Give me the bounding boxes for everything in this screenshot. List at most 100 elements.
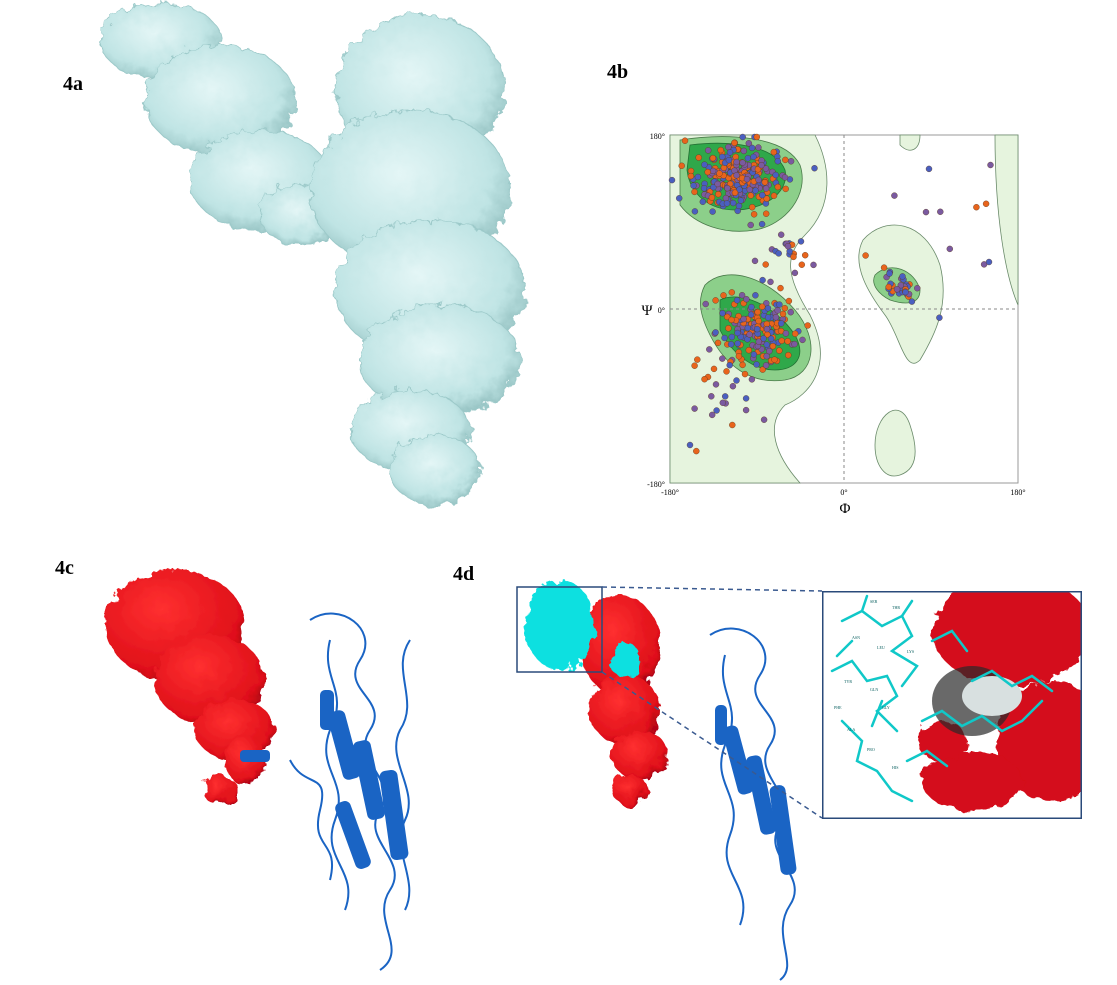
residue-point <box>743 176 751 183</box>
panel-label-4c: 4c <box>55 557 74 579</box>
residue-point <box>759 366 766 373</box>
residue-point <box>751 257 759 265</box>
residue-point <box>755 176 762 184</box>
residue-point <box>726 149 734 156</box>
residue-point <box>727 341 735 348</box>
residue-point <box>791 269 799 277</box>
residue-point <box>714 339 722 347</box>
residue-point <box>739 361 746 369</box>
residue-point <box>766 347 773 355</box>
residue-label: THR <box>892 605 900 610</box>
residue-point <box>716 170 723 177</box>
residue-point <box>737 197 745 204</box>
psi-tick-180: 180° <box>650 132 665 141</box>
residue-point <box>710 365 718 373</box>
residue-point <box>719 153 726 161</box>
residue-point <box>745 346 753 354</box>
residue-point <box>708 393 715 400</box>
residue-point <box>758 303 766 310</box>
zoom-inset-border <box>822 591 1082 819</box>
residue-point <box>774 183 782 191</box>
residue-point <box>784 338 791 345</box>
residue-point <box>691 362 698 369</box>
residue-point <box>777 284 784 292</box>
residue-point <box>754 308 761 316</box>
residue-point <box>763 195 770 202</box>
residue-point <box>714 180 721 188</box>
residue-point <box>798 261 806 268</box>
residue-point <box>733 158 740 166</box>
residue-point <box>769 342 777 350</box>
residue-label: PHE <box>834 705 842 710</box>
residue-point <box>739 133 746 141</box>
residue-point <box>748 203 756 211</box>
residue-point <box>715 190 722 198</box>
residue-point <box>781 174 789 181</box>
zoom-inset-4d: SER THR ASN LEU TYR GLN GLY ALA PRO HIS … <box>822 591 1082 819</box>
residue-point <box>776 301 783 308</box>
residue-point <box>753 361 760 368</box>
residue-point <box>785 351 792 359</box>
residue-point <box>740 315 747 323</box>
ramachandran-points <box>668 133 994 455</box>
residue-point <box>694 173 702 181</box>
residue-point <box>746 186 754 193</box>
residue-point <box>925 165 933 173</box>
residue-point <box>729 199 737 207</box>
residue-point <box>755 144 762 151</box>
residue-point <box>899 273 906 280</box>
residue-point <box>937 208 944 216</box>
residue-point <box>701 161 708 168</box>
residue-point <box>777 320 785 327</box>
residue-point <box>922 208 930 216</box>
residue-point <box>782 156 789 164</box>
residue-point <box>709 154 717 162</box>
residue-point <box>781 304 789 312</box>
residue-point <box>691 208 699 215</box>
residue-point <box>743 295 750 303</box>
residue-point <box>701 375 708 383</box>
residue-point <box>723 368 730 375</box>
residue-point <box>987 161 994 169</box>
residue-point <box>799 336 806 344</box>
residue-point <box>782 185 789 193</box>
residue-point <box>767 278 774 286</box>
residue-point <box>764 305 772 312</box>
residue-point <box>908 298 916 305</box>
residue-point <box>762 210 770 217</box>
residue-point <box>801 251 809 259</box>
residue-point <box>695 154 702 161</box>
residue-label: LYS <box>907 649 914 654</box>
residue-point <box>772 314 780 321</box>
residue-label: SER <box>870 599 878 604</box>
residue-point <box>787 308 794 316</box>
residue-point <box>880 264 888 271</box>
residue-point <box>753 133 761 141</box>
residue-point <box>712 297 719 304</box>
residue-point <box>762 261 769 268</box>
residue-point <box>762 362 770 369</box>
residue-point <box>693 447 700 455</box>
residue-point <box>782 330 790 337</box>
residue-point <box>784 242 792 250</box>
residue-point <box>753 325 761 333</box>
residue-point <box>891 192 898 199</box>
residue-point <box>733 377 740 384</box>
residue-point <box>748 376 756 383</box>
residue-point <box>712 329 719 336</box>
residue-point <box>767 335 775 343</box>
residue-point <box>678 162 685 169</box>
residue-point <box>702 300 709 308</box>
protein-complex-image-4d <box>516 580 797 981</box>
residue-point <box>770 148 778 156</box>
blue-helices-4c <box>240 690 409 869</box>
residue-point <box>725 157 733 164</box>
residue-point <box>742 395 750 402</box>
residue-label: GLY <box>882 705 890 710</box>
residue-point <box>804 322 811 329</box>
residue-point <box>708 194 716 201</box>
residue-point <box>713 407 720 414</box>
residue-point <box>764 314 772 321</box>
residue-point <box>755 317 762 325</box>
residue-point <box>790 253 797 261</box>
